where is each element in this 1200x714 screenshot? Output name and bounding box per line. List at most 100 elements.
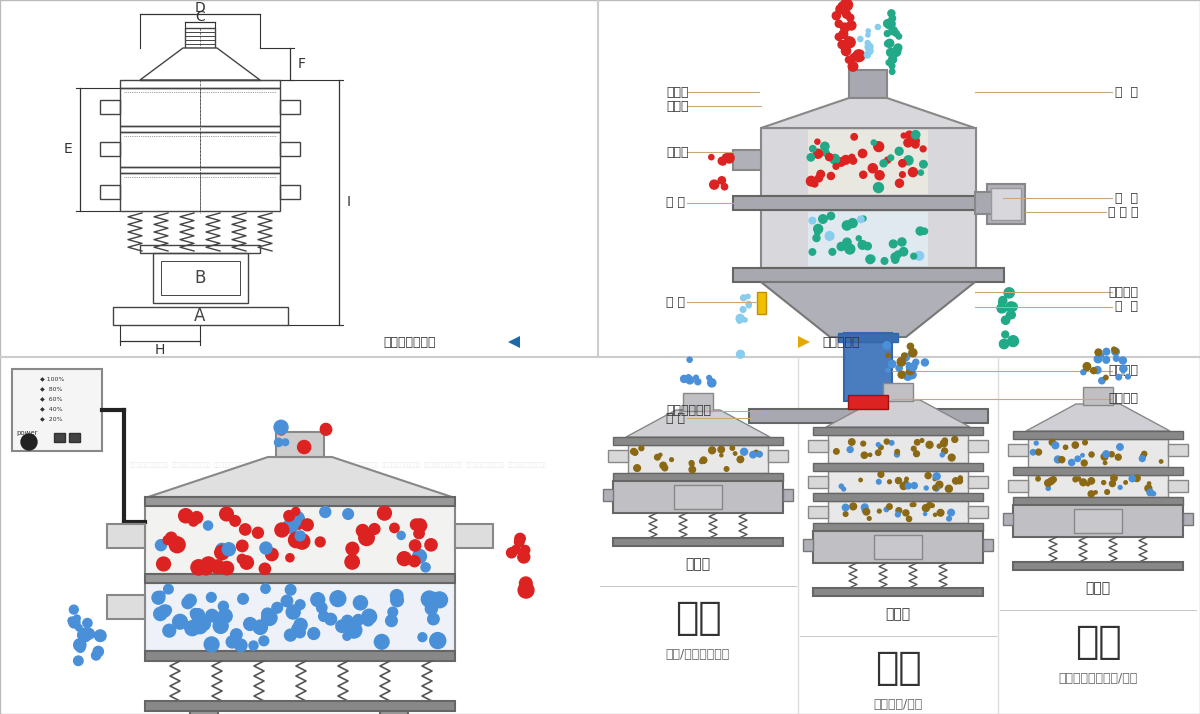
- Circle shape: [425, 539, 437, 551]
- Text: 上部重锤: 上部重锤: [1108, 286, 1138, 298]
- Bar: [808, 506, 828, 518]
- Circle shape: [78, 628, 91, 642]
- Bar: [100, 100, 120, 114]
- Text: ◆  40%: ◆ 40%: [40, 406, 62, 411]
- Circle shape: [892, 47, 901, 56]
- Bar: [185, 28, 215, 48]
- Circle shape: [182, 597, 193, 608]
- Circle shape: [738, 351, 743, 356]
- Circle shape: [73, 656, 83, 665]
- Bar: [784, 489, 793, 501]
- Circle shape: [506, 548, 517, 558]
- Circle shape: [817, 171, 824, 178]
- Circle shape: [1073, 477, 1078, 482]
- Text: 筛  盘: 筛 盘: [1115, 301, 1138, 313]
- Circle shape: [1147, 482, 1151, 485]
- Polygon shape: [508, 336, 520, 348]
- Text: 双层式: 双层式: [1086, 581, 1110, 595]
- Text: 单层式: 单层式: [685, 557, 710, 571]
- Circle shape: [808, 154, 815, 161]
- Text: 硅基负极材料超声波振动筛: 硅基负极材料超声波振动筛: [172, 462, 211, 468]
- Circle shape: [859, 171, 866, 178]
- Circle shape: [1099, 378, 1105, 384]
- Circle shape: [240, 555, 253, 569]
- Circle shape: [946, 486, 953, 492]
- Bar: [100, 142, 120, 156]
- Circle shape: [1102, 453, 1108, 460]
- Bar: [1003, 513, 1013, 525]
- Circle shape: [311, 593, 325, 607]
- Circle shape: [936, 481, 943, 488]
- Circle shape: [914, 440, 920, 445]
- Bar: [70, 433, 80, 442]
- Circle shape: [520, 577, 532, 590]
- Text: power: power: [16, 430, 37, 436]
- Circle shape: [1031, 450, 1036, 455]
- Circle shape: [893, 31, 899, 36]
- Circle shape: [1034, 441, 1038, 445]
- Bar: [808, 212, 928, 266]
- Circle shape: [515, 538, 524, 547]
- Circle shape: [1112, 348, 1120, 356]
- Circle shape: [238, 593, 248, 604]
- Circle shape: [842, 504, 848, 511]
- Circle shape: [858, 36, 863, 41]
- Text: F: F: [298, 57, 306, 71]
- Circle shape: [1076, 477, 1081, 481]
- Text: I: I: [347, 195, 352, 209]
- Circle shape: [924, 486, 928, 490]
- Circle shape: [718, 446, 725, 453]
- Bar: [838, 333, 898, 342]
- Circle shape: [889, 56, 896, 63]
- Circle shape: [199, 560, 212, 575]
- Circle shape: [631, 448, 637, 455]
- Circle shape: [413, 550, 426, 563]
- Circle shape: [157, 557, 170, 571]
- Bar: [814, 427, 983, 435]
- Bar: [749, 409, 988, 423]
- Bar: [113, 307, 288, 325]
- Circle shape: [1140, 453, 1146, 458]
- Circle shape: [884, 507, 888, 512]
- Circle shape: [1036, 476, 1040, 481]
- Circle shape: [1052, 442, 1058, 448]
- Text: 硅基负极材料超声波振动筛: 硅基负极材料超声波振动筛: [214, 462, 253, 468]
- Circle shape: [907, 368, 914, 375]
- Circle shape: [740, 295, 746, 301]
- Bar: [1168, 480, 1188, 492]
- Circle shape: [1126, 374, 1130, 379]
- Circle shape: [282, 439, 289, 446]
- Circle shape: [869, 255, 876, 262]
- Circle shape: [1002, 316, 1009, 324]
- Circle shape: [184, 594, 197, 606]
- Circle shape: [259, 636, 269, 645]
- Polygon shape: [1026, 404, 1170, 431]
- Circle shape: [295, 627, 305, 638]
- Circle shape: [845, 244, 854, 254]
- Circle shape: [294, 533, 310, 549]
- Circle shape: [1150, 491, 1153, 494]
- Circle shape: [286, 553, 294, 562]
- Circle shape: [810, 146, 816, 152]
- Circle shape: [899, 160, 906, 167]
- Circle shape: [876, 443, 881, 446]
- Circle shape: [388, 607, 397, 617]
- Circle shape: [865, 41, 870, 46]
- Circle shape: [1081, 370, 1086, 375]
- Circle shape: [1141, 451, 1147, 456]
- Circle shape: [848, 439, 856, 446]
- Text: 去除液体中的颗粒/异物: 去除液体中的颗粒/异物: [1058, 671, 1138, 685]
- Bar: [1008, 444, 1028, 456]
- Polygon shape: [761, 282, 974, 337]
- Circle shape: [325, 613, 336, 625]
- Circle shape: [866, 33, 870, 37]
- Circle shape: [343, 508, 354, 519]
- Bar: [613, 437, 784, 445]
- Circle shape: [839, 30, 847, 39]
- Circle shape: [959, 476, 962, 480]
- Circle shape: [866, 255, 875, 263]
- Circle shape: [889, 63, 895, 69]
- Bar: [814, 588, 983, 596]
- Bar: [768, 450, 788, 462]
- Text: 筛  网: 筛 网: [1115, 86, 1138, 99]
